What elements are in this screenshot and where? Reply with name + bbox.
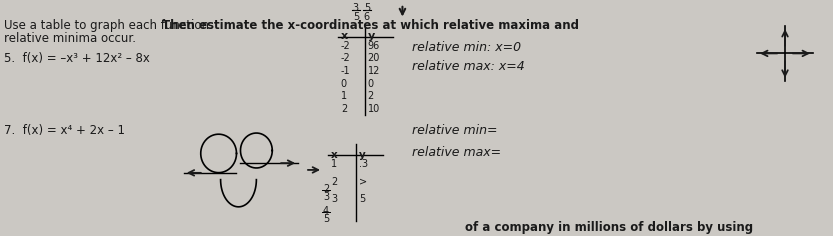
Text: 96: 96 <box>367 41 380 51</box>
Text: y: y <box>359 150 366 160</box>
Text: x: x <box>341 31 348 41</box>
Text: 6: 6 <box>364 12 370 22</box>
Text: 2: 2 <box>323 185 329 194</box>
Text: 20: 20 <box>367 53 380 63</box>
Text: 1: 1 <box>341 91 347 101</box>
Text: 12: 12 <box>367 66 380 76</box>
Text: 2: 2 <box>331 177 337 187</box>
Text: 5: 5 <box>323 214 329 224</box>
Text: 2: 2 <box>341 104 347 114</box>
Text: 7.  f(x) = x⁴ + 2x – 1: 7. f(x) = x⁴ + 2x – 1 <box>4 124 125 137</box>
Text: relative min: x=0: relative min: x=0 <box>412 41 521 54</box>
Text: Use a table to graph each function.: Use a table to graph each function. <box>4 19 217 32</box>
Text: 5.  f(x) = –x³ + 12x² – 8x: 5. f(x) = –x³ + 12x² – 8x <box>4 52 150 65</box>
Text: -1: -1 <box>341 66 351 76</box>
Text: x: x <box>331 150 337 160</box>
Text: y: y <box>367 31 375 41</box>
Text: -2: -2 <box>341 53 351 63</box>
Text: 0: 0 <box>367 79 374 89</box>
Text: 2: 2 <box>367 91 374 101</box>
Text: 5: 5 <box>352 12 359 22</box>
Text: >: > <box>359 177 367 187</box>
Text: 1: 1 <box>331 159 337 169</box>
Text: 5: 5 <box>359 194 365 204</box>
Text: relative minima occur.: relative minima occur. <box>4 32 136 45</box>
Text: 3: 3 <box>323 192 329 202</box>
Text: Then estimate the x-coordinates at which relative maxima and: Then estimate the x-coordinates at which… <box>162 19 579 32</box>
Text: relative min=: relative min= <box>412 124 498 137</box>
Text: of a company in millions of dollars by using: of a company in millions of dollars by u… <box>465 221 753 234</box>
Text: 4: 4 <box>323 206 329 216</box>
Text: .3: .3 <box>359 159 368 169</box>
Text: 3: 3 <box>331 194 337 204</box>
Text: 3: 3 <box>352 3 359 13</box>
Text: relative max: x=4: relative max: x=4 <box>412 60 525 73</box>
Text: 10: 10 <box>367 104 380 114</box>
Text: relative max=: relative max= <box>412 146 501 159</box>
Text: -2: -2 <box>341 41 351 51</box>
Text: 5: 5 <box>364 3 370 13</box>
Text: 0: 0 <box>341 79 347 89</box>
